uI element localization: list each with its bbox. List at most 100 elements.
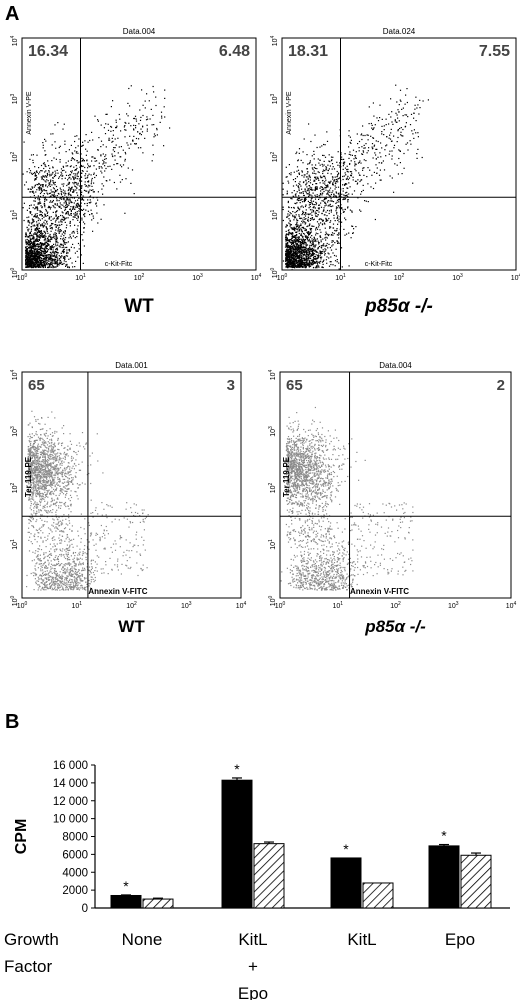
event-point [309,217,312,220]
event-point [84,215,86,218]
event-point [322,172,324,175]
event-point [76,183,78,185]
event-point [86,159,88,161]
event-point [81,586,83,589]
event-point [310,213,312,215]
event-point [321,189,323,191]
event-point [296,170,298,172]
event-point [112,543,115,545]
event-point [46,190,48,192]
event-point [300,265,302,267]
event-point [317,240,319,242]
event-point [33,247,35,249]
event-point [344,217,346,219]
event-point [70,144,72,146]
event-point [80,176,83,178]
event-point [36,223,38,225]
event-point [60,235,62,237]
event-point [35,243,37,245]
event-point [36,171,38,173]
event-point [97,149,99,151]
event-point [295,246,297,249]
event-point [52,462,54,464]
event-point [325,202,327,205]
event-point [415,132,417,134]
event-point [34,173,37,175]
event-point [41,190,43,192]
event-point [292,214,294,216]
event-point [38,173,40,175]
event-point [326,256,328,258]
event-point [64,504,66,506]
event-point [42,259,44,262]
event-point [318,261,321,263]
event-point [309,260,311,262]
event-point [70,170,72,173]
event-point [286,216,288,218]
event-point [308,238,310,240]
event-point [36,254,38,256]
event-point [37,195,39,197]
event-point [344,208,346,210]
event-point [301,264,303,267]
event-point [323,251,325,253]
event-point [46,176,48,178]
event-point [311,217,314,219]
event-point [318,179,320,181]
event-point [291,269,293,271]
event-point [297,159,299,161]
scatter-points [22,85,171,269]
event-point [77,225,79,227]
event-point [300,249,302,251]
event-point [322,182,324,184]
event-point [302,226,305,228]
event-point [63,183,65,185]
event-point [353,158,355,160]
event-point [374,124,376,126]
event-point [27,242,29,244]
event-point [309,188,311,190]
event-point [359,174,361,176]
event-point [68,182,70,184]
event-point [302,236,304,238]
event-point [305,243,307,245]
event-point [65,264,67,266]
event-point [306,186,308,188]
event-point [334,229,336,232]
event-point [345,192,347,194]
event-point [337,193,339,195]
event-point [31,410,33,412]
event-point [320,253,322,255]
event-point [312,168,314,170]
event-point [297,160,299,162]
event-point [307,188,309,190]
event-point [309,242,311,244]
event-point [295,224,297,226]
event-point [81,461,83,463]
event-point [66,549,68,551]
event-point [72,182,74,184]
event-point [128,147,130,149]
event-point [72,219,74,221]
event-point [41,464,43,466]
event-point [371,124,373,126]
event-point [344,234,346,236]
event-point [295,237,297,239]
event-point [368,106,370,108]
event-point [285,239,287,241]
event-point [352,176,354,178]
event-point [344,167,347,169]
event-point [69,433,71,435]
event-point [332,156,334,158]
event-point [79,213,81,215]
event-point [307,248,309,250]
event-point [31,245,33,247]
event-point [48,240,50,242]
event-point [141,131,144,133]
event-point [322,170,324,173]
event-point [47,211,49,213]
event-point [337,241,339,243]
event-point [304,249,306,251]
event-point [56,189,59,191]
event-point [381,131,383,133]
